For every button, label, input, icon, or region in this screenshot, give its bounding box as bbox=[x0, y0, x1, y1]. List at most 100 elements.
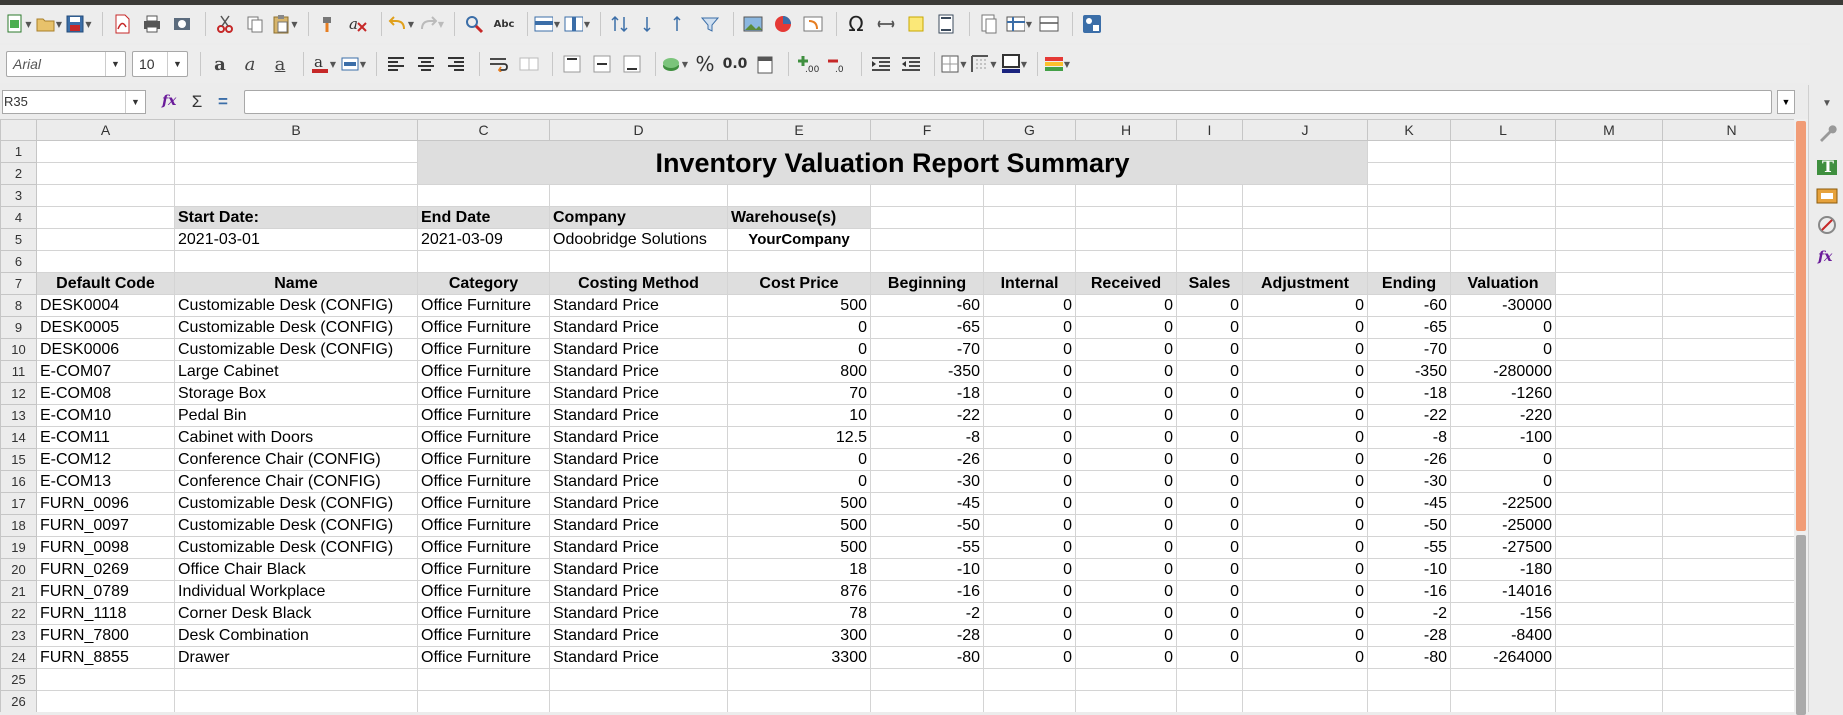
table-cell[interactable]: -27500 bbox=[1450, 536, 1556, 559]
table-cell[interactable]: Standard Price bbox=[549, 338, 728, 361]
table-cell[interactable]: DESK0006 bbox=[36, 338, 175, 361]
table-cell[interactable]: 0 bbox=[1075, 536, 1177, 559]
cell[interactable] bbox=[1367, 668, 1451, 691]
row-header[interactable]: 26 bbox=[0, 690, 37, 712]
table-cell[interactable]: -50 bbox=[1367, 514, 1451, 537]
cell[interactable] bbox=[1075, 690, 1177, 712]
special-character-icon[interactable]: Ω bbox=[848, 12, 864, 36]
cell[interactable] bbox=[1075, 184, 1177, 207]
cell[interactable] bbox=[549, 184, 728, 207]
table-cell[interactable]: 0 bbox=[1450, 316, 1556, 339]
table-cell[interactable]: 0 bbox=[983, 602, 1076, 625]
comment-icon[interactable] bbox=[903, 10, 929, 38]
row-header[interactable]: 20 bbox=[0, 558, 37, 581]
cell[interactable] bbox=[1662, 228, 1794, 251]
table-cell[interactable]: Customizable Desk (CONFIG) bbox=[174, 338, 418, 361]
cell[interactable] bbox=[1555, 316, 1663, 339]
cell[interactable] bbox=[1555, 646, 1663, 669]
table-cell[interactable]: Office Furniture bbox=[417, 580, 550, 603]
print-icon[interactable] bbox=[139, 10, 165, 38]
table-cell[interactable]: 0 bbox=[1176, 536, 1243, 559]
table-cell[interactable]: 0 bbox=[1075, 580, 1177, 603]
table-cell[interactable]: 800 bbox=[727, 360, 871, 383]
table-cell[interactable]: 12.5 bbox=[727, 426, 871, 449]
cell[interactable] bbox=[1242, 228, 1368, 251]
cell[interactable] bbox=[983, 228, 1076, 251]
table-cell[interactable]: 0 bbox=[983, 514, 1076, 537]
table-cell[interactable]: 0 bbox=[1075, 602, 1177, 625]
column-header[interactable]: N bbox=[1662, 119, 1794, 141]
table-cell[interactable]: -55 bbox=[870, 536, 984, 559]
cell[interactable] bbox=[1555, 184, 1663, 207]
cell[interactable] bbox=[1555, 514, 1663, 537]
column-header[interactable]: L bbox=[1450, 119, 1556, 141]
row-header[interactable]: 17 bbox=[0, 492, 37, 515]
define-print-area-icon[interactable] bbox=[976, 10, 1002, 38]
cell[interactable] bbox=[983, 690, 1076, 712]
table-cell[interactable]: Customizable Desk (CONFIG) bbox=[174, 536, 418, 559]
table-cell[interactable]: 0 bbox=[1242, 448, 1368, 471]
font-size-combo[interactable]: 10 ▼ bbox=[132, 51, 188, 77]
cell[interactable] bbox=[1075, 228, 1177, 251]
cell[interactable] bbox=[417, 690, 550, 712]
cell[interactable] bbox=[1555, 162, 1663, 185]
cell[interactable] bbox=[1555, 272, 1663, 295]
table-cell[interactable]: 0 bbox=[983, 448, 1076, 471]
table-cell[interactable]: 18 bbox=[727, 558, 871, 581]
table-cell[interactable]: FURN_1118 bbox=[36, 602, 175, 625]
cell[interactable] bbox=[1555, 558, 1663, 581]
table-cell[interactable]: Standard Price bbox=[549, 536, 728, 559]
redo-icon[interactable]: ▼ bbox=[418, 10, 444, 38]
row-header[interactable]: 2 bbox=[0, 162, 37, 185]
scrollbar-track-lower[interactable] bbox=[1796, 535, 1806, 715]
cell[interactable] bbox=[549, 668, 728, 691]
table-cell[interactable]: -30000 bbox=[1450, 294, 1556, 317]
styles-icon[interactable]: T bbox=[1815, 153, 1839, 177]
cell[interactable] bbox=[174, 250, 418, 273]
table-cell[interactable]: -18 bbox=[1367, 382, 1451, 405]
cell[interactable] bbox=[1450, 668, 1556, 691]
table-cell[interactable]: 0 bbox=[983, 536, 1076, 559]
table-cell[interactable]: Standard Price bbox=[549, 294, 728, 317]
table-cell[interactable]: 0 bbox=[983, 294, 1076, 317]
table-cell[interactable]: Office Furniture bbox=[417, 536, 550, 559]
table-cell[interactable]: 0 bbox=[983, 624, 1076, 647]
table-cell[interactable]: FURN_7800 bbox=[36, 624, 175, 647]
row-header[interactable]: 3 bbox=[0, 184, 37, 207]
underline-icon[interactable]: a bbox=[274, 53, 286, 75]
table-cell[interactable]: -8 bbox=[870, 426, 984, 449]
print-preview-icon[interactable] bbox=[169, 10, 195, 38]
table-cell[interactable]: -65 bbox=[1367, 316, 1451, 339]
row-header[interactable]: 18 bbox=[0, 514, 37, 537]
cell[interactable] bbox=[1555, 140, 1663, 163]
percent-icon[interactable]: % bbox=[695, 52, 715, 76]
table-cell[interactable]: 0 bbox=[1242, 580, 1368, 603]
column-header[interactable]: I bbox=[1176, 119, 1243, 141]
table-cell[interactable]: 0 bbox=[1176, 404, 1243, 427]
table-cell[interactable]: 0 bbox=[1176, 580, 1243, 603]
border-color-icon[interactable]: ▼ bbox=[1001, 50, 1027, 78]
table-cell[interactable]: 0 bbox=[983, 558, 1076, 581]
table-cell[interactable]: Corner Desk Black bbox=[174, 602, 418, 625]
table-cell[interactable]: -10 bbox=[1367, 558, 1451, 581]
formula-input[interactable] bbox=[244, 90, 1772, 114]
freeze-rows-columns-icon[interactable]: ▼ bbox=[1006, 10, 1032, 38]
table-cell[interactable]: FURN_0096 bbox=[36, 492, 175, 515]
table-header-cell[interactable]: Default Code bbox=[36, 272, 175, 295]
row-header[interactable]: 4 bbox=[0, 206, 37, 229]
cell[interactable] bbox=[1367, 690, 1451, 712]
table-cell[interactable]: 500 bbox=[727, 514, 871, 537]
table-cell[interactable]: 0 bbox=[1176, 514, 1243, 537]
table-header-cell[interactable]: Beginning bbox=[870, 272, 984, 295]
align-top-icon[interactable] bbox=[559, 50, 585, 78]
table-cell[interactable]: 0 bbox=[1075, 624, 1177, 647]
table-cell[interactable]: -14016 bbox=[1450, 580, 1556, 603]
number-format-icon[interactable]: 0.0 bbox=[722, 56, 748, 72]
spreadsheet-grid[interactable]: A B C D E F G H I J K L M N 1 Inventory Valuation Repor… bbox=[0, 119, 1794, 712]
table-cell[interactable]: FURN_0097 bbox=[36, 514, 175, 537]
border-style-icon[interactable]: ▼ bbox=[971, 50, 997, 78]
cell[interactable] bbox=[870, 228, 984, 251]
vertical-scrollbar[interactable] bbox=[1794, 119, 1808, 715]
add-decimal-icon[interactable]: .00 bbox=[795, 50, 821, 78]
table-cell[interactable]: 0 bbox=[1176, 426, 1243, 449]
